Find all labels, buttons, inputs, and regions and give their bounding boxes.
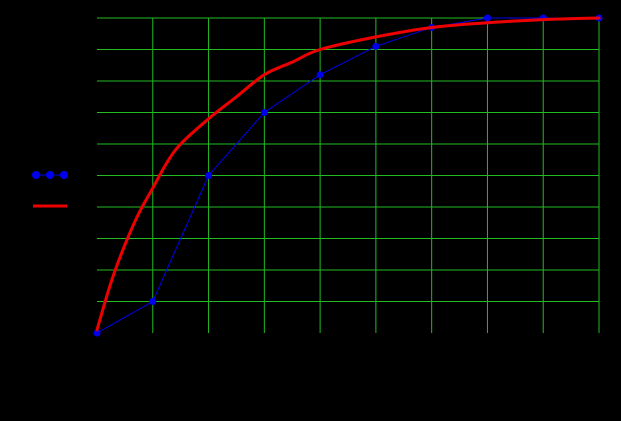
legend-marker-0-2 [60, 171, 68, 179]
series-curve-1 [95, 16, 601, 332]
data-point-0-3 [260, 109, 268, 116]
legend-marker-0-0 [32, 171, 40, 179]
data-point-0-4 [316, 71, 324, 79]
data-point-0-5 [372, 42, 380, 50]
series-layer [93, 14, 603, 337]
data-point-0-7 [483, 14, 491, 22]
data-point-0-2 [205, 172, 213, 179]
data-point-0-1 [149, 298, 157, 305]
series-line-0 [96, 17, 599, 334]
data-point-0-0 [93, 329, 101, 337]
legend [32, 171, 68, 208]
legend-marker-0-1 [46, 171, 54, 179]
